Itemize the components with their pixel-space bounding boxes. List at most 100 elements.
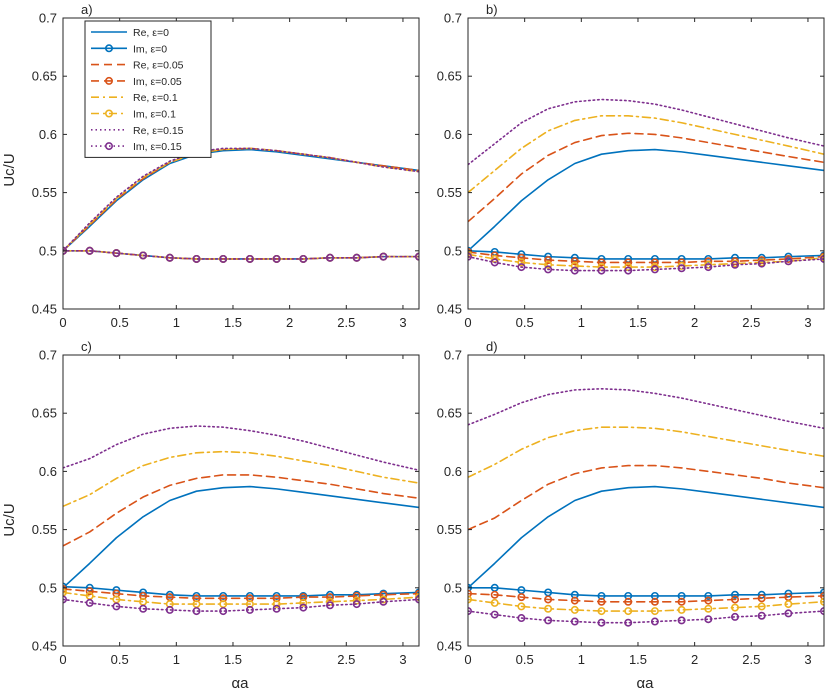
data-point <box>624 607 633 616</box>
data-point <box>325 597 334 606</box>
x-tick-label: 2.5 <box>337 652 355 667</box>
series-group <box>468 98 824 275</box>
data-point <box>730 612 739 621</box>
data-point <box>570 257 579 266</box>
data-point <box>650 265 659 274</box>
data-point <box>570 266 579 275</box>
x-tick-label: 3 <box>804 315 811 330</box>
data-point <box>468 589 472 598</box>
y-tick-label: 0.7 <box>39 348 57 363</box>
series-line <box>63 598 419 612</box>
series-line <box>63 147 419 252</box>
y-tick-label: 0.65 <box>437 69 462 84</box>
data-point <box>85 587 94 596</box>
y-tick-label: 0.65 <box>32 406 57 421</box>
data-point <box>677 264 686 273</box>
series-line <box>468 255 824 272</box>
data-point <box>677 616 686 625</box>
legend-marker <box>105 76 114 85</box>
y-tick-label: 0.55 <box>437 522 462 537</box>
data-point <box>624 258 633 267</box>
data-point <box>85 246 94 255</box>
data-point <box>650 617 659 626</box>
axes-box <box>62 354 420 647</box>
data-point <box>352 253 361 262</box>
data-point <box>677 605 686 614</box>
data-point <box>379 252 388 261</box>
y-tick-label: 0.7 <box>444 348 462 363</box>
series-line <box>468 592 824 603</box>
data-point <box>272 604 281 613</box>
series-line <box>468 253 824 268</box>
data-point <box>468 595 472 604</box>
data-point <box>784 257 793 266</box>
data-point <box>468 607 472 616</box>
data-point <box>704 591 713 600</box>
data-point <box>517 614 526 623</box>
data-point <box>597 266 606 275</box>
series-line <box>63 450 419 508</box>
data-point <box>299 603 308 612</box>
data-point <box>704 596 713 605</box>
y-tick-label: 0.5 <box>444 580 462 595</box>
data-point <box>597 607 606 616</box>
legend-label: Im, ε=0.05 <box>133 76 182 88</box>
data-point <box>272 600 281 609</box>
y-axis-label-bottom: Uc/U <box>1 503 18 536</box>
data-point <box>730 595 739 604</box>
panel-label: c) <box>81 339 92 354</box>
data-point <box>352 600 361 609</box>
series-line <box>63 585 419 597</box>
y-tick-label: 0.5 <box>39 580 57 595</box>
data-point <box>544 256 553 265</box>
data-point <box>272 254 281 263</box>
data-point <box>245 254 254 263</box>
data-point <box>784 589 793 598</box>
axes-box <box>467 354 825 647</box>
x-tick-label: 2 <box>286 652 293 667</box>
x-tick-label: 0 <box>464 315 471 330</box>
series-line <box>63 485 419 589</box>
chart-panel-1: 0 0.5 1 1.5 2 2.5 3 0.45 0.5 0.55 0.6 0.65 0.7 a) Re, … <box>32 2 420 330</box>
data-point <box>677 597 686 606</box>
series-line <box>468 485 824 589</box>
series-line <box>63 425 419 472</box>
data-point <box>650 597 659 606</box>
x-tick-label: 0.5 <box>516 652 534 667</box>
data-point <box>704 263 713 272</box>
data-point <box>544 595 553 604</box>
legend-marker <box>105 142 114 151</box>
series-line <box>468 132 824 223</box>
y-tick-label: 0.65 <box>437 406 462 421</box>
data-point <box>597 258 606 267</box>
series-line <box>468 610 824 624</box>
axes-box <box>467 17 825 310</box>
x-tick-label: 2.5 <box>742 315 760 330</box>
y-tick-label: 0.45 <box>437 302 462 317</box>
panel-label: b) <box>486 2 498 17</box>
x-tick-label: 2 <box>286 315 293 330</box>
y-tick-label: 0.45 <box>32 639 57 654</box>
x-tick-label: 0 <box>59 652 66 667</box>
y-tick-label: 0.6 <box>39 127 57 142</box>
data-point <box>597 618 606 627</box>
x-tick-label: 0.5 <box>516 315 534 330</box>
series-line <box>63 474 419 547</box>
legend: Re, ε=0 Im, ε=0 Re, ε=0.05 Im, ε=0.05 Re, ε=… <box>84 20 212 158</box>
x-tick-label: 1.5 <box>224 652 242 667</box>
data-point <box>139 604 148 613</box>
series-line <box>468 250 824 260</box>
legend-label: Re, ε=0.15 <box>133 125 184 137</box>
data-point <box>219 607 228 616</box>
x-tick-label: 2.5 <box>337 315 355 330</box>
y-tick-label: 0.7 <box>444 11 462 26</box>
data-point <box>325 253 334 262</box>
data-point <box>517 253 526 262</box>
y-tick-label: 0.55 <box>32 185 57 200</box>
x-axis-label-left: αa <box>231 675 249 692</box>
data-point <box>624 266 633 275</box>
legend-label: Im, ε=0.1 <box>133 109 176 121</box>
legend-label: Re, ε=0.05 <box>133 60 184 72</box>
x-tick-label: 1.5 <box>629 315 647 330</box>
